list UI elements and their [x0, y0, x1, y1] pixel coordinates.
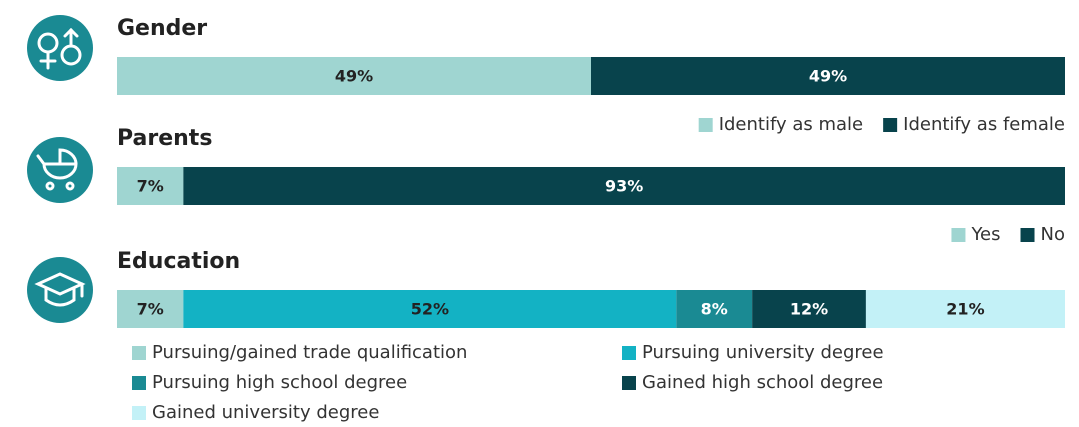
legend-swatch	[1020, 228, 1035, 242]
bar-segment	[752, 290, 866, 328]
value-label: 12%	[790, 300, 828, 319]
legend-swatch	[883, 118, 898, 132]
legend-swatch	[132, 346, 146, 360]
legend-swatch	[622, 376, 636, 390]
legend-swatch	[698, 118, 713, 132]
value-label: 7%	[137, 177, 164, 196]
legend-label: Gained university degree	[152, 402, 379, 423]
value-label: 49%	[809, 67, 847, 86]
bar-segment	[676, 290, 753, 328]
legend-swatch	[951, 228, 966, 242]
legend-label: Identify as female	[903, 114, 1065, 135]
legend-swatch	[622, 346, 636, 360]
chart-title: Parents	[117, 126, 212, 151]
bar-segment	[865, 290, 1065, 328]
value-label: 21%	[946, 300, 984, 319]
bar-segment	[591, 57, 1065, 95]
bar-segment	[117, 57, 591, 95]
legend-swatch	[132, 406, 146, 420]
chart-title: Gender	[117, 16, 207, 41]
education-icon	[27, 257, 93, 323]
legend-label: Gained high school degree	[642, 372, 883, 393]
value-label: 52%	[411, 300, 449, 319]
bar-segment	[183, 290, 677, 328]
value-label: 8%	[701, 300, 728, 319]
value-label: 49%	[335, 67, 373, 86]
gender-icon	[27, 15, 93, 81]
value-label: 93%	[605, 177, 643, 196]
bar-segment	[183, 167, 1066, 205]
legend-label: No	[1041, 224, 1065, 245]
legend-label: Yes	[970, 224, 1000, 245]
legend-label: Pursuing high school degree	[152, 372, 407, 393]
legend-label: Identify as male	[719, 114, 863, 135]
legend-label: Pursuing university degree	[642, 342, 884, 363]
legend-label: Pursuing/gained trade qualification	[152, 342, 467, 363]
parents-icon	[27, 137, 93, 203]
legend-swatch	[132, 376, 146, 390]
value-label: 7%	[137, 300, 164, 319]
chart-title: Education	[117, 249, 240, 274]
bar-segment	[117, 167, 184, 205]
bar-segment	[117, 290, 184, 328]
